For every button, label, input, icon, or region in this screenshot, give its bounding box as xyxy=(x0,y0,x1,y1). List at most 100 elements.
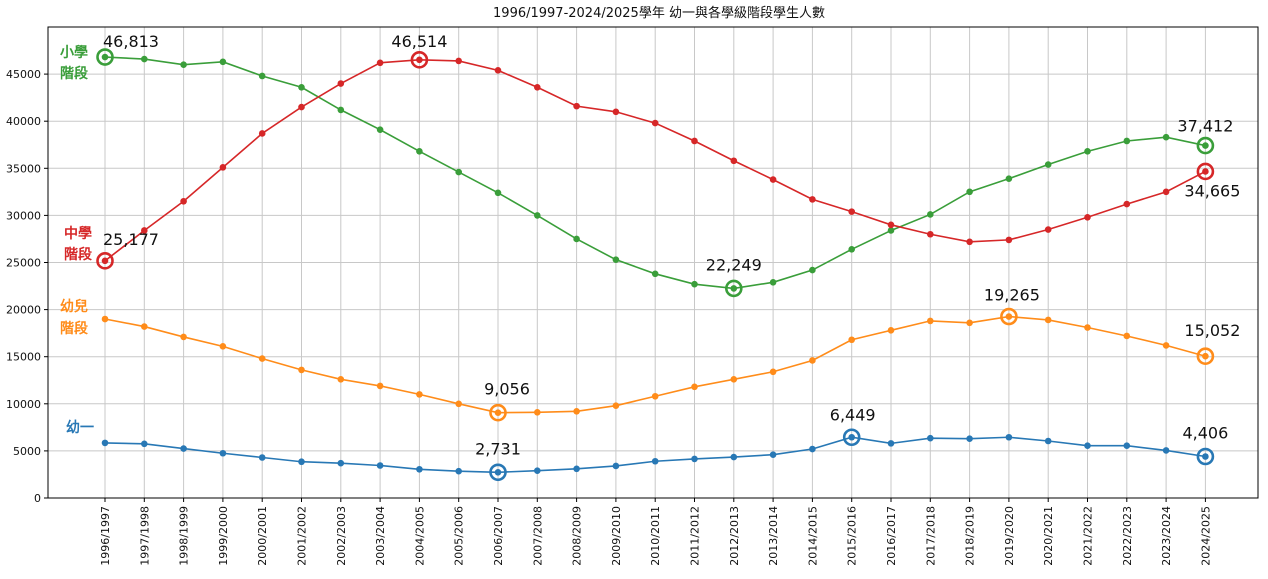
data-label-k1: 6,449 xyxy=(830,405,876,424)
data-label-kindergarten: 15,052 xyxy=(1184,321,1240,340)
data-point-k1 xyxy=(141,440,148,448)
x-tick-label: 2022/2023 xyxy=(1121,506,1134,566)
data-point-primary xyxy=(534,212,541,219)
series-label-secondary: 中學 xyxy=(64,225,92,242)
data-label-k1: 4,406 xyxy=(1182,423,1228,442)
series-label-primary: 小學 xyxy=(60,45,88,61)
highlight-ring-k1 xyxy=(1196,447,1215,466)
data-point-k1 xyxy=(691,455,698,463)
data-point-primary xyxy=(416,148,423,155)
data-point-secondary xyxy=(376,59,384,67)
data-point-kindergarten xyxy=(1044,316,1052,324)
highlight-ring-primary xyxy=(724,279,743,298)
data-point-kindergarten xyxy=(769,368,777,376)
data-label-primary: 46,813 xyxy=(103,32,159,51)
data-point-secondary xyxy=(1084,213,1091,221)
data-point-kindergarten xyxy=(180,333,187,341)
data-point-primary xyxy=(1162,133,1170,141)
highlight-ring-kindergarten xyxy=(1000,307,1018,326)
series-label-kindergarten: 幼兒 xyxy=(60,298,88,315)
data-point-secondary xyxy=(219,164,227,171)
data-point-secondary xyxy=(651,119,659,127)
data-point-k1 xyxy=(927,434,934,442)
data-point-k1 xyxy=(730,453,738,461)
data-point-primary xyxy=(730,285,738,292)
data-label-primary: 37,412 xyxy=(1177,117,1233,136)
data-point-primary xyxy=(141,55,148,63)
data-point-secondary xyxy=(298,103,305,111)
data-point-primary xyxy=(337,106,345,114)
data-point-k1 xyxy=(1005,433,1013,441)
data-point-k1 xyxy=(455,467,463,475)
highlight-ring-k1 xyxy=(842,428,861,447)
data-point-kindergarten xyxy=(494,409,502,416)
x-tick-label: 2006/2007 xyxy=(492,506,505,566)
x-tick-label: 2009/2010 xyxy=(610,506,623,566)
highlight-ring-primary xyxy=(1196,136,1215,155)
data-point-secondary xyxy=(1123,200,1131,208)
data-point-k1 xyxy=(416,465,423,473)
x-tick-label: 2008/2009 xyxy=(571,506,584,566)
x-tick-label: 1999/2000 xyxy=(217,506,230,566)
data-point-kindergarten xyxy=(927,317,934,325)
data-label-primary: 22,249 xyxy=(706,255,762,274)
data-point-k1 xyxy=(1202,453,1209,460)
data-point-primary xyxy=(298,83,305,91)
data-point-primary xyxy=(809,266,816,274)
data-point-kindergarten xyxy=(966,319,973,327)
data-point-kindergarten xyxy=(612,402,620,409)
data-point-k1 xyxy=(1084,442,1091,450)
data-point-secondary xyxy=(180,197,187,205)
y-tick-label: 10000 xyxy=(6,398,41,411)
data-point-primary xyxy=(848,246,855,253)
data-point-secondary xyxy=(809,196,816,203)
data-point-kindergarten xyxy=(1123,332,1131,340)
data-point-k1 xyxy=(101,439,109,447)
x-tick-label: 2019/2020 xyxy=(1003,506,1016,566)
data-point-primary xyxy=(455,168,463,176)
highlight-ring-k1 xyxy=(489,463,507,482)
x-tick-label: 1998/1999 xyxy=(178,506,191,566)
y-tick-label: 40000 xyxy=(6,115,41,128)
y-tick-label: 20000 xyxy=(6,304,41,317)
data-label-secondary: 46,514 xyxy=(391,32,447,51)
data-label-k1: 2,731 xyxy=(475,439,521,458)
series-label-k1: 幼一 xyxy=(66,419,94,436)
data-point-k1 xyxy=(612,462,620,470)
x-tick-label: 2010/2011 xyxy=(649,506,662,566)
y-tick-label: 0 xyxy=(34,492,41,505)
data-point-secondary xyxy=(258,130,266,137)
highlight-ring-kindergarten xyxy=(1196,347,1215,366)
x-tick-label: 2003/2004 xyxy=(374,506,387,566)
data-point-primary xyxy=(258,72,266,80)
series-label-secondary: 階段 xyxy=(64,246,92,263)
data-point-secondary xyxy=(101,257,109,265)
x-tick-label: 2021/2022 xyxy=(1082,506,1095,566)
x-tick-label: 2011/2012 xyxy=(689,506,702,566)
data-point-k1 xyxy=(809,445,816,453)
x-tick-label: 2004/2005 xyxy=(413,506,426,566)
data-point-primary xyxy=(219,58,227,66)
data-point-primary xyxy=(651,270,659,278)
data-point-k1 xyxy=(651,457,659,465)
highlight-ring-kindergarten xyxy=(489,403,507,422)
data-point-primary xyxy=(612,256,620,263)
data-label-secondary: 34,665 xyxy=(1184,181,1240,200)
data-point-k1 xyxy=(298,458,305,466)
data-point-primary xyxy=(769,278,777,286)
y-tick-label: 30000 xyxy=(6,209,41,222)
data-point-kindergarten xyxy=(887,327,895,334)
data-point-primary xyxy=(494,189,502,197)
data-point-secondary xyxy=(1202,168,1209,175)
data-point-secondary xyxy=(927,230,934,238)
data-point-kindergarten xyxy=(101,315,109,323)
data-point-secondary xyxy=(887,221,895,229)
data-point-secondary xyxy=(455,57,463,65)
data-point-kindergarten xyxy=(258,355,266,362)
data-point-kindergarten xyxy=(730,376,738,383)
data-point-kindergarten xyxy=(455,400,463,408)
data-point-secondary xyxy=(494,67,502,74)
x-axis-ticks: 1996/1997 1997/1998 1998/1999 1999/2000 2000… xyxy=(99,498,1212,566)
